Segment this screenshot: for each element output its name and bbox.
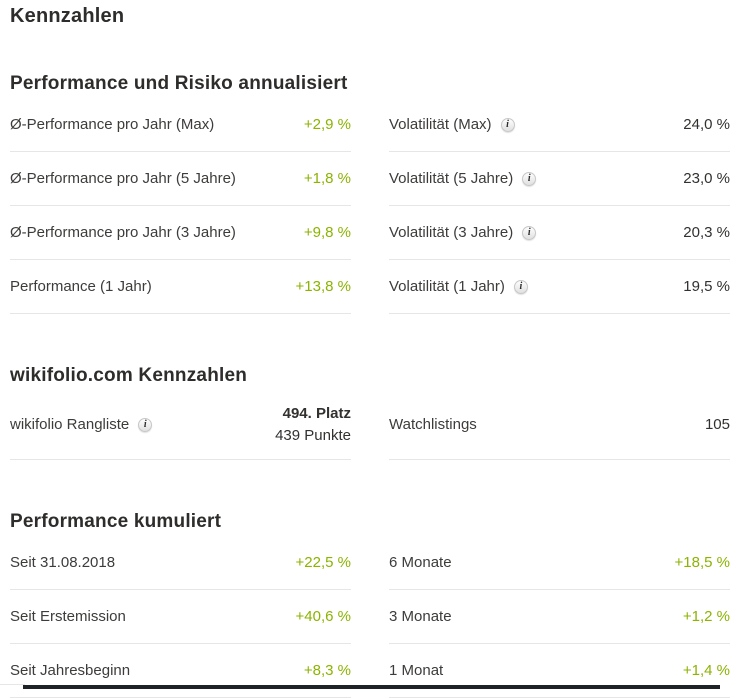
ranking-place: 494. Platz	[282, 404, 351, 422]
metric-row: Ø-Performance pro Jahr (5 Jahre) +1,8 %	[10, 152, 351, 206]
metric-label: Volatilität (1 Jahr)	[389, 278, 505, 295]
metric-row: Seit 31.08.2018 +22,5 %	[10, 536, 351, 590]
metric-value: +8,3 %	[303, 662, 351, 679]
ranking-points: 439 Punkte	[275, 426, 351, 444]
metric-label: Ø-Performance pro Jahr (3 Jahre)	[10, 224, 236, 241]
metric-label: 1 Monat	[389, 662, 444, 679]
metric-label: Seit 31.08.2018	[10, 554, 116, 571]
metric-label: 6 Monate	[389, 554, 452, 571]
section-title-performance-kumuliert: Performance kumuliert	[10, 511, 222, 532]
metric-value: +1,4 %	[682, 662, 730, 679]
metric-row: Ø-Performance pro Jahr (Max) +2,9 %	[10, 98, 351, 152]
page-title: Kennzahlen	[10, 5, 125, 27]
metric-row: Watchlistings 105	[389, 390, 730, 460]
kennzahlen-page: Kennzahlen Performance und Risiko annual…	[0, 4, 742, 698]
metric-label-wrap: wikifolio Rangliste i	[10, 416, 153, 433]
metric-row: Volatilität (5 Jahre) i 23,0 %	[389, 152, 730, 206]
metric-value: +1,2 %	[682, 608, 730, 625]
metric-label-wrap: Volatilität (1 Jahr) i	[389, 278, 528, 295]
metric-label: Volatilität (5 Jahre)	[389, 170, 514, 187]
section-title-performance-risiko: Performance und Risiko annualisiert	[10, 73, 348, 94]
metric-label-wrap: Volatilität (Max) i	[389, 116, 515, 133]
metric-label: 3 Monate	[389, 608, 452, 625]
metric-value: +9,8 %	[303, 224, 351, 241]
metric-value: +18,5 %	[674, 554, 730, 571]
wikifolio-kennzahlen-grid: wikifolio Rangliste i 494. Platz 439 Pun…	[10, 390, 730, 460]
metric-row: wikifolio Rangliste i 494. Platz 439 Pun…	[10, 390, 351, 460]
ranking-value: 494. Platz 439 Punkte	[275, 403, 351, 447]
metric-value: +2,9 %	[303, 116, 351, 133]
metric-row: Volatilität (Max) i 24,0 %	[389, 98, 730, 152]
metric-value: +13,8 %	[295, 278, 351, 295]
metric-label: Ø-Performance pro Jahr (5 Jahre)	[10, 170, 236, 187]
info-icon[interactable]: i	[500, 117, 515, 132]
metric-row: Seit Jahresbeginn +8,3 %	[10, 644, 351, 698]
metric-row: 3 Monate +1,2 %	[389, 590, 730, 644]
metric-value: 23,0 %	[683, 170, 730, 187]
metric-row: Ø-Performance pro Jahr (3 Jahre) +9,8 %	[10, 206, 351, 260]
performance-kumuliert-grid: Seit 31.08.2018 +22,5 % 6 Monate +18,5 %…	[10, 536, 730, 698]
metric-value: +1,8 %	[303, 170, 351, 187]
performance-risiko-grid: Ø-Performance pro Jahr (Max) +2,9 % Vola…	[10, 98, 730, 314]
next-section-top-edge	[23, 685, 720, 689]
info-icon[interactable]: i	[522, 225, 537, 240]
info-icon[interactable]: i	[522, 171, 537, 186]
metric-label-wrap: Volatilität (3 Jahre) i	[389, 224, 537, 241]
metric-label: Seit Jahresbeginn	[10, 662, 131, 679]
metric-row: 6 Monate +18,5 %	[389, 536, 730, 590]
metric-label: Volatilität (Max)	[389, 116, 492, 133]
metric-label: Volatilität (3 Jahre)	[389, 224, 514, 241]
section-title-wikifolio-kennzahlen: wikifolio.com Kennzahlen	[10, 365, 248, 386]
metric-label: wikifolio Rangliste	[10, 416, 130, 433]
metric-value: +22,5 %	[295, 554, 351, 571]
info-icon[interactable]: i	[513, 279, 528, 294]
metric-row: Volatilität (1 Jahr) i 19,5 %	[389, 260, 730, 314]
metric-label: Seit Erstemission	[10, 608, 126, 625]
metric-value: 105	[704, 416, 730, 433]
metric-value: 19,5 %	[683, 278, 730, 295]
metric-label-wrap: Volatilität (5 Jahre) i	[389, 170, 537, 187]
metric-value: +40,6 %	[295, 608, 351, 625]
metric-label: Ø-Performance pro Jahr (Max)	[10, 116, 215, 133]
metric-value: 24,0 %	[683, 116, 730, 133]
metric-row: Performance (1 Jahr) +13,8 %	[10, 260, 351, 314]
metric-row: Seit Erstemission +40,6 %	[10, 590, 351, 644]
metric-label: Watchlistings	[389, 416, 477, 433]
metric-label: Performance (1 Jahr)	[10, 278, 152, 295]
metric-value: 20,3 %	[683, 224, 730, 241]
metric-row: Volatilität (3 Jahre) i 20,3 %	[389, 206, 730, 260]
metric-row: 1 Monat +1,4 %	[389, 644, 730, 698]
info-icon[interactable]: i	[138, 417, 153, 432]
